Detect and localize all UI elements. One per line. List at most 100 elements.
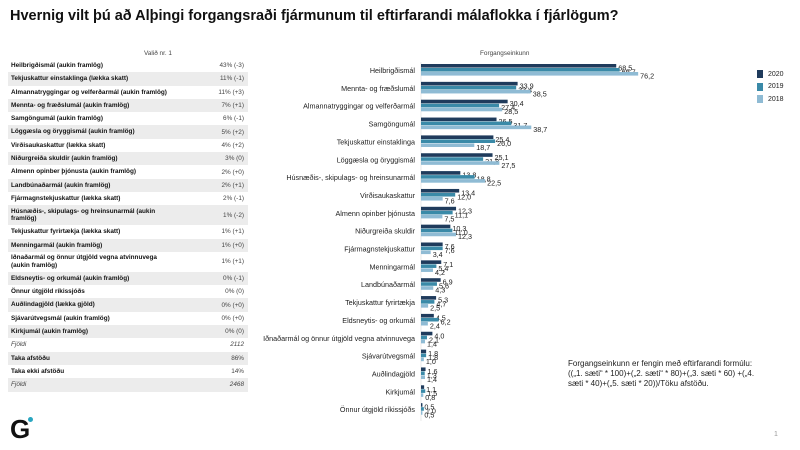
bar-2018 [421, 196, 443, 201]
row-value: 2% (-1) [223, 195, 244, 203]
bar-2018 [421, 268, 433, 272]
row-value: 0% (0) [225, 288, 244, 296]
data-label: 2,4 [430, 321, 440, 330]
bar-2020 [421, 349, 427, 354]
data-label: 2,1 [429, 335, 439, 344]
legend-swatch [757, 70, 763, 79]
row-label: Iðnaðarmál og önnur útgjöld vegna atvinn… [11, 254, 157, 269]
row-label: Heilbrigðismál (aukin framlög) [11, 61, 103, 69]
data-label: 27,4 [501, 103, 515, 112]
legend-item-2020: 2020 [757, 68, 784, 81]
bar-2018 [421, 179, 486, 183]
bar-2019 [421, 371, 425, 376]
bar-2020 [421, 385, 425, 389]
bar-2019 [421, 317, 439, 322]
bar-2020 [421, 260, 442, 264]
row-label: Fjöldi [11, 341, 27, 349]
row-label: Tekjuskattur fyrirtækja (lækka skatt) [11, 228, 121, 236]
data-label: 76,2 [640, 72, 654, 81]
bar-2019 [421, 353, 427, 358]
data-label: 12,3 [458, 232, 472, 241]
category-label: Heilbrigðismál [370, 66, 416, 75]
row-value: 4% (+2) [221, 141, 244, 149]
chart-legend: 2020 2019 2018 [757, 68, 784, 106]
legend-label: 2018 [768, 95, 784, 103]
bar-2018 [421, 250, 431, 255]
row-label: Menningarmál (aukin framlög) [11, 241, 103, 249]
row-value: 2% (+1) [221, 181, 244, 189]
bar-2019 [421, 210, 453, 215]
data-label: 1,6 [428, 367, 438, 376]
category-label: Tekjuskattur einstaklinga [337, 137, 415, 146]
data-label: 1,0 [426, 357, 436, 366]
data-label: 1,5 [427, 389, 437, 398]
table-row: Sjávarútvegsmál (aukin framlög) 0% (+0) [8, 312, 248, 325]
table-row: Almenn opinber þjónusta (aukin framlög) 2… [8, 165, 248, 178]
data-label: 30,4 [510, 99, 524, 108]
data-label: 2,5 [430, 304, 440, 313]
row-label: Niðurgreiða skuldir (aukin framlög) [11, 155, 118, 163]
row-value: 0% (+0) [221, 314, 244, 322]
row-value: 14% [231, 368, 244, 376]
legend-label: 2020 [768, 70, 784, 78]
category-label: Auðlindagjöld [372, 369, 415, 378]
row-value: 1% (-2) [223, 211, 244, 219]
category-label: Eldsneytis- og orkumál [342, 316, 415, 325]
chart-title: Forgangseinkunn [480, 50, 530, 57]
data-label: 6,2 [441, 317, 451, 326]
bar-2018 [421, 411, 423, 415]
row-label: Eldsneytis- og orkumál (aukin framlög) [11, 274, 130, 282]
bar-2019 [421, 157, 484, 161]
category-label: Niðurgreiða skuldir [355, 227, 416, 236]
row-value: 2% (+0) [221, 168, 244, 176]
data-label: 5,3 [438, 296, 448, 305]
bar-2020 [421, 242, 443, 247]
bar-2018 [421, 304, 429, 308]
row-value: 1% (+1) [221, 228, 244, 236]
row-label: Almenn opinber þjónusta (aukin framlög) [11, 168, 136, 176]
table-row: Fjöldi 2468 [8, 378, 248, 392]
category-label: Landbúnaðarmál [361, 280, 415, 289]
category-label: Húsnæðis-, skipulags- og hreinsunarmál [286, 173, 415, 182]
table-header: Valið nr. 1 [144, 50, 172, 57]
data-label: 12,0 [457, 192, 471, 201]
row-value: 7% (+1) [221, 102, 244, 110]
table-row: Almannatryggingar og velferðarmál (aukin… [8, 86, 248, 99]
legend-label: 2019 [768, 83, 784, 91]
data-label: 1,4 [427, 375, 437, 384]
bar-2018 [421, 339, 425, 344]
category-label: Kirkjumál [385, 387, 415, 396]
legend-item-2019: 2019 [757, 81, 784, 94]
data-label: 38,7 [533, 125, 547, 134]
bar-2018 [421, 107, 503, 112]
row-value: 1% (+1) [221, 258, 244, 266]
row-value: 11% (+3) [218, 88, 244, 96]
data-label: 4,0 [434, 331, 444, 340]
row-label: Virðisaukaskattur (lækka skatt) [11, 141, 106, 149]
bar-2019 [421, 103, 500, 108]
bar-2020 [421, 135, 494, 139]
bar-2018 [421, 232, 457, 237]
bar-2020 [421, 171, 461, 175]
data-label: 7,1 [443, 260, 453, 269]
data-label: 5,6 [439, 282, 449, 291]
data-label: 7,6 [445, 246, 455, 255]
gallup-logo: G [10, 414, 31, 444]
bar-2018 [421, 375, 425, 380]
bar-2020 [421, 206, 457, 211]
table-row: Fjármagnstekjuskattur (lækka skatt) 2% (-… [8, 192, 248, 205]
bar-2020 [421, 331, 433, 336]
bar-2020 [421, 367, 426, 372]
category-label: Virðisaukaskattur [360, 191, 416, 200]
bar-2019 [421, 389, 426, 393]
bar-2020 [421, 117, 497, 122]
bar-2019 [421, 121, 512, 126]
table-row: Kirkjumál (aukin framlög) 0% (0) [8, 325, 248, 339]
bar-2019 [421, 139, 496, 143]
data-label: 22,5 [487, 179, 501, 188]
row-value: 86% [231, 354, 244, 362]
bar-2020 [421, 313, 434, 318]
data-label: 68,5 [618, 64, 632, 73]
